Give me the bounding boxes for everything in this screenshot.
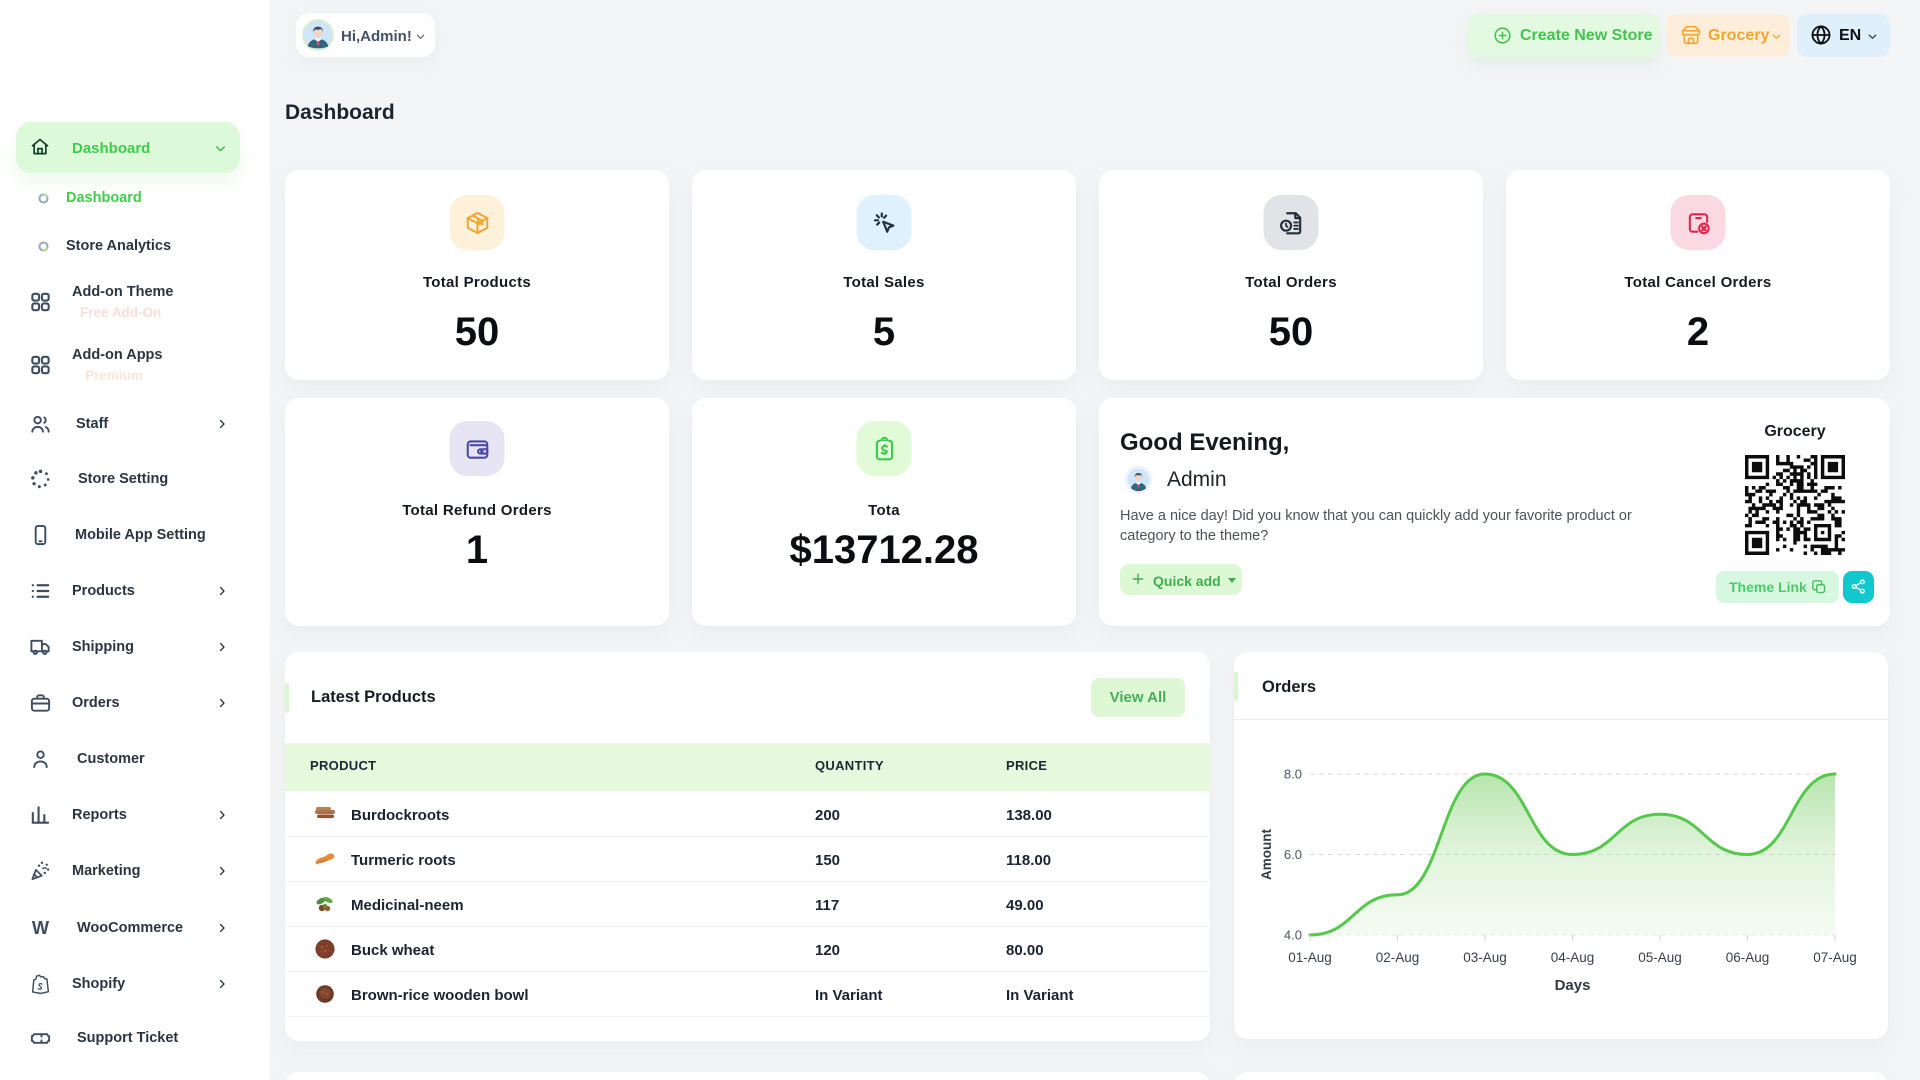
svg-text:4.0: 4.0 bbox=[1284, 928, 1302, 943]
svg-text:Amount: Amount bbox=[1259, 829, 1274, 880]
svg-text:05-Aug: 05-Aug bbox=[1638, 950, 1682, 965]
svg-text:03-Aug: 03-Aug bbox=[1463, 950, 1507, 965]
svg-text:07-Aug: 07-Aug bbox=[1813, 950, 1857, 965]
svg-text:06-Aug: 06-Aug bbox=[1726, 950, 1770, 965]
svg-text:W: W bbox=[32, 918, 50, 938]
svg-text:6.0: 6.0 bbox=[1284, 847, 1302, 862]
svg-text:04-Aug: 04-Aug bbox=[1551, 950, 1595, 965]
svg-text:02-Aug: 02-Aug bbox=[1376, 950, 1420, 965]
svg-text:Days: Days bbox=[1555, 977, 1591, 994]
svg-text:8.0: 8.0 bbox=[1284, 767, 1302, 782]
svg-text:01-Aug: 01-Aug bbox=[1288, 950, 1332, 965]
